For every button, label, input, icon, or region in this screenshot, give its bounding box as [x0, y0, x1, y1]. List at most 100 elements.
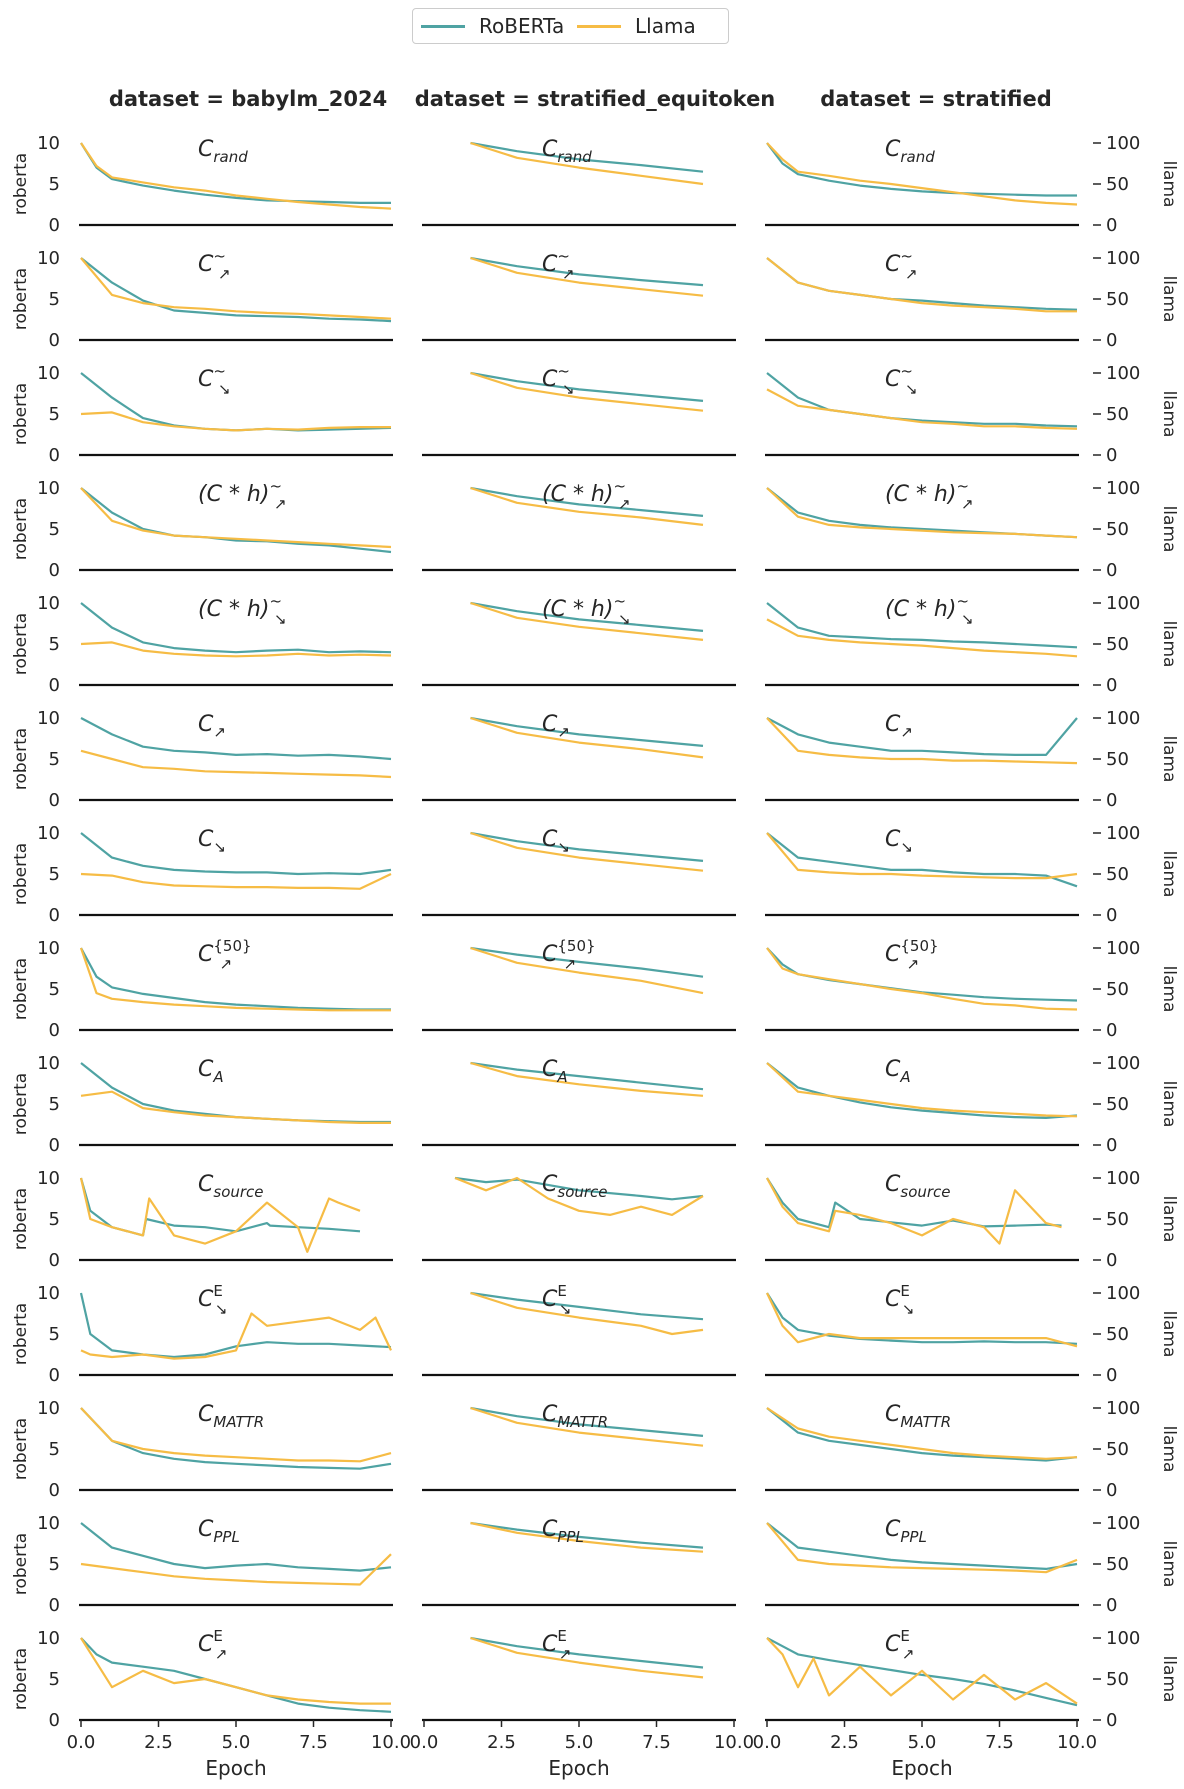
series-llama-line — [80, 1090, 391, 1125]
panel-title-sub: ↗ — [215, 1645, 228, 1663]
y-tick-right: 0 — [1106, 445, 1117, 466]
series-llama-line — [766, 832, 1078, 880]
y-tick-left: 5 — [49, 1439, 60, 1460]
panel-stratified-row-0: Crand 0 50 100 llama — [765, 133, 1179, 236]
y-tick-right: 100 — [1106, 363, 1140, 384]
panel-stratified_equitoken-row-2: C~ ↘ — [422, 362, 736, 457]
y-tick-right: 50 — [1106, 174, 1129, 195]
panel-title-base: C — [885, 1172, 901, 1197]
y-axis-label-left: roberta — [11, 1418, 31, 1480]
panel-title-base: C — [542, 1287, 558, 1312]
x-tick-label: 5.0 — [222, 1732, 251, 1753]
series-llama-line — [80, 1637, 391, 1705]
y-tick-right: 100 — [1106, 1283, 1140, 1304]
series-llama-line — [766, 1407, 1078, 1460]
panel-title-base: C — [198, 712, 214, 737]
y-tick-right: 100 — [1106, 593, 1140, 614]
y-tick-left: 10 — [37, 1398, 60, 1419]
panel-stratified_equitoken-row-6: C↘ — [422, 827, 736, 917]
y-axis-label-left: roberta — [11, 153, 31, 215]
y-tick-right: 50 — [1106, 979, 1129, 1000]
panel-title-base: C — [198, 942, 214, 967]
panel-title: CMATTR — [198, 1402, 264, 1431]
panel-title-sub: rand — [213, 148, 248, 166]
series-roberta-line — [766, 1292, 1078, 1345]
panel-title-base: (C * h) — [542, 597, 613, 622]
x-axis-label: Epoch — [548, 1756, 609, 1780]
series-roberta-line — [470, 486, 704, 517]
panel-stratified-row-13: CE ↗ 0 50 100 llama — [765, 1627, 1179, 1731]
panel-title: CA — [198, 1057, 224, 1086]
x-tick-label: 5.0 — [565, 1732, 594, 1753]
panel-title-sub: ↗ — [559, 1645, 572, 1663]
y-axis-label-left: roberta — [11, 383, 31, 445]
series-roberta-line — [79, 1292, 392, 1359]
panel-title: (C * h)~ ↗ — [885, 477, 974, 513]
series-roberta-line — [470, 141, 704, 173]
y-tick-right: 0 — [1106, 1250, 1117, 1271]
y-axis-label-left: roberta — [11, 1303, 31, 1365]
series-roberta-line — [80, 1407, 392, 1470]
panel-title-base: C — [198, 137, 214, 162]
panel-title-base: C — [542, 942, 558, 967]
series-llama-line — [80, 749, 392, 779]
series-roberta-line — [766, 1407, 1078, 1462]
panel-title-base: C — [198, 1287, 214, 1312]
series-roberta-line — [80, 1637, 392, 1713]
panel-title-base: C — [885, 252, 901, 277]
legend-label-roberta: RoBERTa — [479, 14, 565, 38]
series-llama-line — [470, 831, 704, 872]
y-tick-left: 0 — [49, 560, 60, 581]
y-tick-right: 100 — [1106, 478, 1140, 499]
y-tick-right: 50 — [1106, 1554, 1129, 1575]
panel-title-base: C — [885, 942, 901, 967]
panel-title-sub: ↗ — [905, 265, 918, 283]
panel-title-sub: ↗ — [618, 495, 631, 513]
series-roberta-line — [766, 142, 1077, 197]
panel-title-sub: ↗ — [562, 265, 575, 283]
panel-title-sub: PPL — [213, 1528, 239, 1546]
x-axis-label: Epoch — [891, 1756, 952, 1780]
x-axis: 0.0 2.5 5.0 7.5 10.0 Epoch 0.0 2.5 5.0 7.5 10.0 Epo… — [67, 1720, 1097, 1780]
panel-title: Csource — [198, 1172, 264, 1201]
panel-babylm_2024-row-3: (C * h)~ ↗ 0 5 10 roberta — [11, 477, 393, 581]
panel-stratified_equitoken-row-8: CA — [422, 1057, 736, 1147]
series-roberta-line — [766, 602, 1078, 649]
x-tick-label: 7.5 — [299, 1732, 328, 1753]
panel-title-sup: {50} — [213, 937, 251, 955]
series-llama-line — [766, 947, 1078, 1011]
y-tick-left: 5 — [49, 404, 60, 425]
y-axis-label-left: roberta — [11, 1533, 31, 1595]
panel-title: CPPL — [885, 1517, 927, 1546]
panel-title: C~ ↗ — [885, 247, 918, 283]
y-tick-left: 0 — [49, 905, 60, 926]
panel-title-sup: ~ — [213, 362, 226, 380]
series-llama-line — [470, 486, 704, 526]
series-llama-line — [80, 142, 392, 210]
y-tick-right: 0 — [1106, 905, 1117, 926]
panel-title: C↗ — [885, 712, 913, 741]
y-tick-left: 10 — [37, 1513, 60, 1534]
panel-title-sub: ↘ — [905, 380, 918, 398]
panel-title-sub: ↘ — [961, 610, 974, 628]
series-llama-line — [470, 1291, 704, 1336]
panel-title-sub: MATTR — [213, 1413, 264, 1431]
y-tick-right: 50 — [1106, 519, 1129, 540]
y-tick-right: 0 — [1106, 1365, 1117, 1386]
panel-stratified_equitoken-row-3: (C * h)~ ↗ — [422, 477, 736, 572]
y-axis-label-right: llama — [1159, 391, 1179, 438]
series-llama-line — [470, 716, 704, 759]
y-axis-label-left: roberta — [11, 1188, 31, 1250]
y-tick-right: 0 — [1106, 330, 1117, 351]
y-tick-right: 50 — [1106, 634, 1129, 655]
panel-title: C~ ↘ — [542, 362, 575, 398]
panel-title-sub: ↘ — [902, 1300, 915, 1318]
series-roberta-line — [470, 1636, 704, 1669]
series-llama-line — [79, 947, 391, 1012]
panel-title: CE ↗ — [542, 1627, 571, 1663]
series-roberta-line — [470, 1521, 704, 1549]
series-roberta-line — [470, 601, 704, 632]
legend-swatch-llama — [577, 24, 621, 28]
panel-stratified_equitoken-row-0: Crand — [422, 137, 736, 227]
panel-title: C{50} ↗ — [542, 937, 596, 973]
